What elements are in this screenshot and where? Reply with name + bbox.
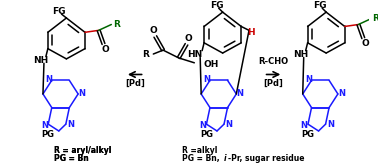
- Text: N: N: [305, 75, 312, 84]
- Text: NH: NH: [293, 50, 308, 59]
- Text: R =alkyl: R =alkyl: [182, 146, 217, 155]
- Text: H: H: [247, 28, 255, 37]
- Text: PG = Bn: PG = Bn: [54, 154, 88, 163]
- Text: N: N: [327, 120, 334, 129]
- Text: FG: FG: [210, 1, 223, 10]
- Text: R = aryl/alkyl: R = aryl/alkyl: [54, 146, 111, 155]
- Text: R-CHO: R-CHO: [259, 57, 288, 66]
- Text: O: O: [361, 39, 369, 49]
- Text: NH: NH: [33, 56, 49, 65]
- Text: N: N: [41, 121, 48, 130]
- Text: R: R: [113, 20, 120, 29]
- Text: O: O: [184, 34, 192, 43]
- Text: [Pd]: [Pd]: [263, 79, 284, 88]
- Text: -Pr, sugar residue: -Pr, sugar residue: [228, 154, 304, 163]
- Text: N: N: [199, 121, 206, 130]
- Text: R: R: [373, 14, 378, 23]
- Text: N: N: [301, 121, 308, 130]
- Text: N: N: [79, 89, 85, 99]
- Text: PG: PG: [42, 130, 55, 139]
- Text: R = aryl/alkyl: R = aryl/alkyl: [54, 146, 111, 155]
- Text: HN: HN: [187, 50, 202, 59]
- Text: FG: FG: [52, 7, 65, 16]
- Text: N: N: [237, 89, 244, 99]
- Text: N: N: [45, 75, 52, 84]
- Text: N: N: [338, 89, 345, 99]
- Text: R: R: [143, 50, 149, 59]
- Text: PG: PG: [302, 130, 314, 139]
- Text: PG = Bn,: PG = Bn,: [182, 154, 222, 163]
- Text: N: N: [203, 75, 211, 84]
- Text: N: N: [225, 120, 232, 129]
- Text: FG: FG: [314, 1, 327, 10]
- Text: [Pd]: [Pd]: [125, 79, 145, 88]
- Text: O: O: [102, 45, 109, 54]
- Text: N: N: [67, 120, 74, 129]
- Text: O: O: [149, 26, 157, 35]
- Text: PG = Bn: PG = Bn: [54, 154, 88, 163]
- Text: OH: OH: [203, 60, 218, 69]
- Text: i: i: [224, 154, 226, 163]
- Text: PG: PG: [200, 130, 213, 139]
